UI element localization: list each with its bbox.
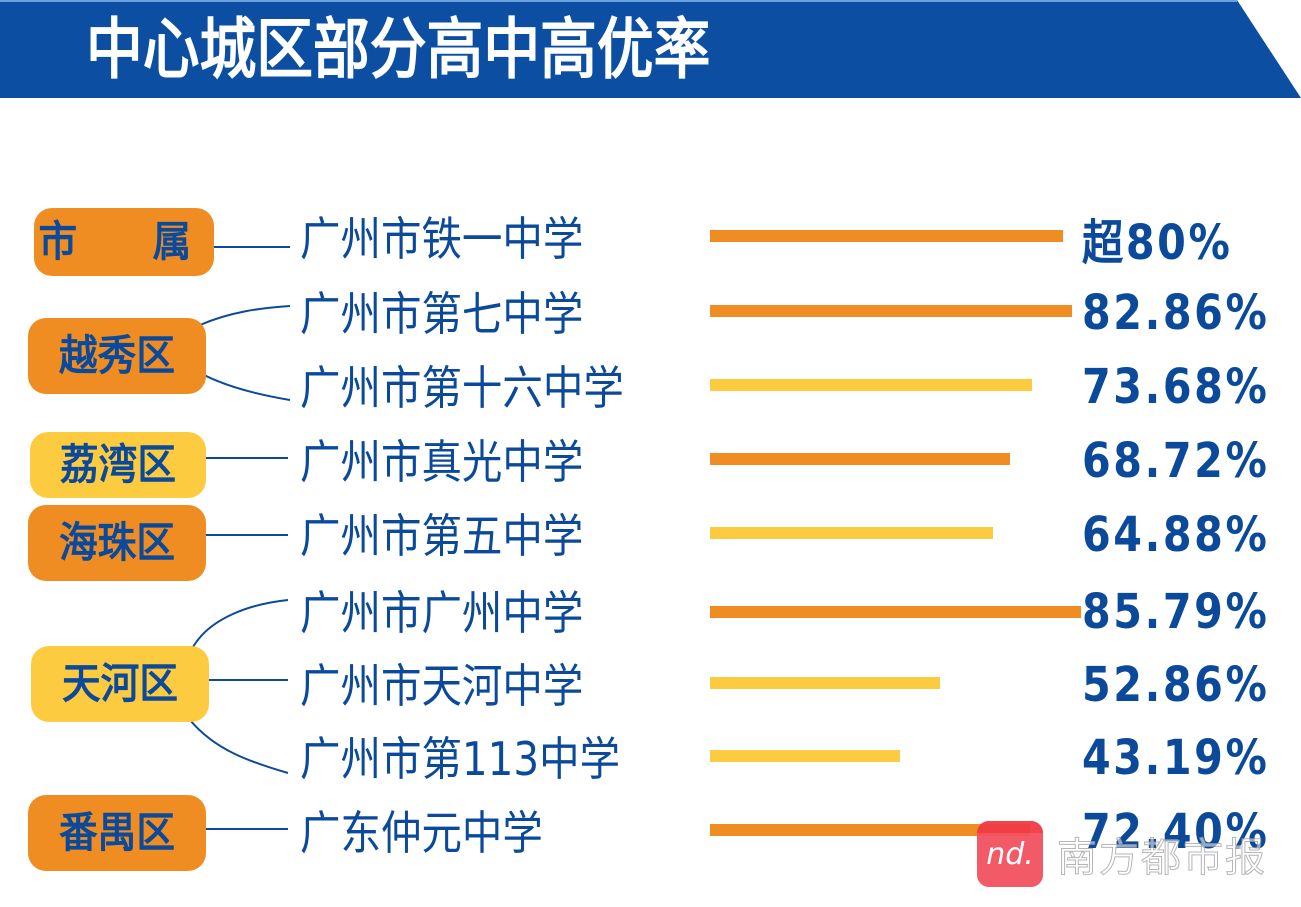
school-name: 广州市天河中学 bbox=[300, 659, 584, 713]
district-label: 番禺区 bbox=[59, 808, 175, 857]
school-name: 广州市第五中学 bbox=[300, 509, 584, 563]
district-pill-haizhu: 海珠区 bbox=[28, 505, 206, 581]
bar-diqi bbox=[710, 305, 1072, 317]
bar-zhongyuan bbox=[710, 824, 1030, 836]
value-label: 64.88% bbox=[1082, 507, 1270, 563]
banner-shape bbox=[0, 0, 1301, 98]
value-label: 72.40% bbox=[1082, 804, 1270, 860]
bar-diwu bbox=[710, 527, 993, 539]
value-label: 68.72% bbox=[1082, 433, 1270, 489]
value-label: 73.68% bbox=[1082, 359, 1270, 415]
page-title: 中心城区部分高中高优率 bbox=[86, 11, 711, 88]
watermark: nd. 南方都市报 bbox=[977, 820, 1267, 888]
school-name: 广州市第113中学 bbox=[300, 732, 621, 786]
bar-zhenguang bbox=[710, 453, 1010, 465]
bar-di113 bbox=[710, 750, 900, 762]
school-name: 广州市第七中学 bbox=[300, 287, 584, 341]
district-pill-liwan: 荔湾区 bbox=[30, 432, 206, 498]
district-label: 天河区 bbox=[62, 659, 178, 708]
bar-tianhe bbox=[710, 677, 940, 689]
value-label: 43.19% bbox=[1082, 730, 1270, 786]
district-pill-tianhe: 天河区 bbox=[31, 646, 209, 722]
school-name: 广州市铁一中学 bbox=[300, 212, 584, 266]
district-pill-yuexiu: 越秀区 bbox=[28, 318, 206, 394]
district-label: 越秀区 bbox=[59, 331, 175, 380]
bar-guangzhou bbox=[710, 606, 1081, 618]
district-pill-panyu: 番禺区 bbox=[28, 795, 206, 871]
bar-tieyi bbox=[710, 230, 1063, 242]
district-pill-shishu: 市 属 bbox=[34, 208, 214, 276]
value-label: 85.79% bbox=[1082, 584, 1270, 640]
district-label: 市 属 bbox=[38, 217, 210, 266]
school-name: 广州市真光中学 bbox=[300, 435, 584, 489]
district-label: 荔湾区 bbox=[60, 440, 176, 489]
school-name: 广东仲元中学 bbox=[300, 806, 543, 860]
header-banner: 中心城区部分高中高优率 bbox=[0, 0, 1301, 100]
school-name: 广州市第十六中学 bbox=[300, 361, 624, 415]
watermark-text: 南方都市报 bbox=[1057, 835, 1267, 882]
value-label: 82.86% bbox=[1082, 285, 1270, 341]
school-name: 广州市广州中学 bbox=[300, 586, 584, 640]
nd-logo-icon: nd. bbox=[977, 821, 1043, 887]
value-label: 超80% bbox=[1082, 215, 1233, 271]
district-label: 海珠区 bbox=[59, 518, 175, 567]
value-label: 52.86% bbox=[1082, 657, 1270, 713]
bar-dishiliu bbox=[710, 379, 1032, 391]
